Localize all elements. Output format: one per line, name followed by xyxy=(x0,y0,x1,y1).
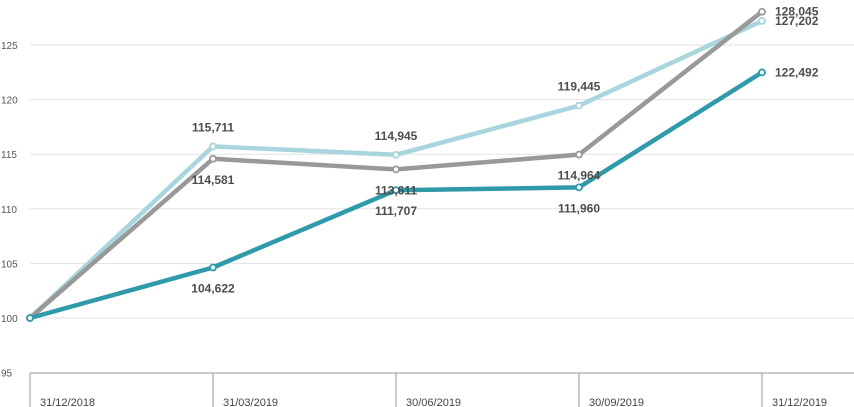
series-1-point xyxy=(758,17,766,25)
x-axis: 31/12/2018 31/03/2019 30/06/2019 30/09/2019… xyxy=(29,372,854,407)
series-1-point xyxy=(392,150,400,159)
data-label: 113,611 xyxy=(375,183,417,197)
y-tick-label: 100 xyxy=(1,314,18,325)
y-tick-label: 125 xyxy=(1,41,18,52)
series-3-point xyxy=(392,186,400,195)
x-tick-label: 31/12/2018 xyxy=(40,397,95,407)
data-label: 119,445 xyxy=(558,80,601,94)
series-2-point xyxy=(758,7,766,16)
data-label: 104,622 xyxy=(191,282,235,296)
data-label: 111,960 xyxy=(558,201,600,215)
y-tick-label: 95 xyxy=(1,369,13,380)
series-3-point xyxy=(758,68,766,77)
x-tick-label: 30/06/2019 xyxy=(406,397,461,407)
data-label: 114,945 xyxy=(375,129,418,143)
series-2-point xyxy=(209,154,217,163)
data-labels: 115,711 114,945 119,445 127,202 114,581 113,6… xyxy=(191,5,818,296)
y-axis-ticks: 95 100 105 110 115 120 125 xyxy=(1,41,18,380)
data-label: 114,581 xyxy=(192,173,235,187)
data-label: 128,045 xyxy=(775,5,819,19)
data-label: 127,202 xyxy=(775,14,819,28)
series-lines xyxy=(26,7,766,322)
series-3-point xyxy=(209,263,217,272)
series-3-point xyxy=(575,183,583,192)
gridlines xyxy=(30,44,854,319)
series-3-point xyxy=(26,314,34,322)
series-2-point xyxy=(392,165,400,174)
y-tick-label: 120 xyxy=(1,96,18,107)
data-label: 122,492 xyxy=(775,65,819,79)
data-label: 115,711 xyxy=(192,120,234,134)
y-tick-label: 115 xyxy=(1,150,17,161)
data-label: 111,707 xyxy=(375,204,417,218)
x-tick-label: 31/03/2019 xyxy=(223,397,278,407)
series-1-point xyxy=(575,101,583,110)
series-1-point xyxy=(209,142,217,151)
y-tick-label: 110 xyxy=(1,205,17,216)
series-line-2 xyxy=(27,9,765,321)
data-label: 114,964 xyxy=(558,169,601,183)
y-tick-label: 105 xyxy=(1,259,18,270)
x-tick-label: 30/09/2019 xyxy=(589,397,644,407)
x-tick-label: 31/12/2019 xyxy=(772,397,827,407)
series-2-point xyxy=(575,150,583,159)
